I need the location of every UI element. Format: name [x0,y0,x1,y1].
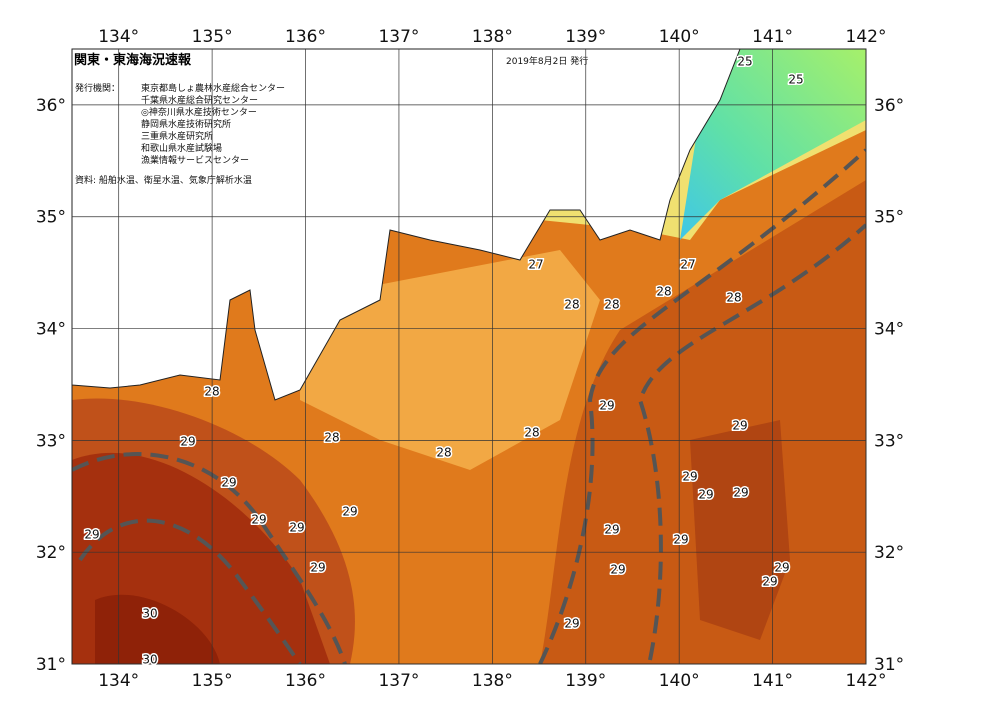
lat-label-right: 34° [874,320,904,340]
lon-label-top: 141° [752,27,793,47]
contour-label: 29 [180,435,195,449]
lat-label-left: 31° [36,655,66,675]
contour-label: 29 [762,575,777,589]
lon-label-bottom: 136° [285,671,326,691]
contour-label: 29 [342,505,357,519]
issuer: 漁業情報サービスセンター [141,154,249,166]
source: 資料: 船舶水温、衛星水温、気象庁解析水温 [75,174,252,186]
contour-label: 25 [788,73,803,87]
lon-label-bottom: 139° [565,671,606,691]
issuer: 和歌山県水産試験場 [141,142,222,154]
date: 2019年8月2日 発行 [506,55,588,67]
lat-label-right: 36° [874,96,904,116]
lon-label-bottom: 135° [192,671,233,691]
contour-label: 28 [726,291,741,305]
lon-label-bottom: 140° [659,671,700,691]
contour-label: 28 [324,431,339,445]
contour-label: 29 [673,533,688,547]
contour-label: 29 [610,563,625,577]
contour-label: 29 [698,488,713,502]
contour-label: 29 [682,470,697,484]
contour-label: 28 [204,385,219,399]
contour-label: 29 [604,523,619,537]
lat-label-right: 35° [874,208,904,228]
issuer: 東京都島しょ農林水産総合センター [141,82,285,94]
contour-label: 29 [289,521,304,535]
land [72,49,741,401]
contour-label: 30 [142,653,157,667]
lon-label-top: 136° [285,27,326,47]
issuer-label: 発行機関： [75,82,120,94]
lat-label-left: 34° [36,320,66,340]
title: 関東・東海海況速報 [74,52,192,68]
lon-label-top: 139° [565,27,606,47]
lon-label-bottom: 134° [98,671,139,691]
contour-label: 25 [737,55,752,69]
lat-label-right: 33° [874,431,904,451]
lon-label-bottom: 142° [846,671,887,691]
contour-label: 28 [524,426,539,440]
issuer: 静岡県水産技術研究所 [141,118,231,130]
lat-label-left: 35° [36,208,66,228]
contour-label: 28 [564,298,579,312]
contour-label: 29 [251,513,266,527]
issuer: ◎神奈川県水産技術センター [141,106,257,118]
warm-core [95,594,220,664]
contour-label: 29 [733,486,748,500]
contour-label: 28 [656,285,671,299]
lon-label-top: 137° [378,27,419,47]
issuer: 千葉県水産総合研究センター [141,94,258,106]
lat-label-left: 36° [36,96,66,116]
sea-layers [72,49,866,664]
lon-label-top: 134° [98,27,139,47]
lon-label-bottom: 137° [378,671,419,691]
warm-zone [690,420,790,640]
lat-label-right: 32° [874,543,904,563]
contour-label: 29 [310,561,325,575]
contour-label: 29 [221,476,236,490]
contour-label: 27 [680,258,695,272]
contour-label: 29 [84,528,99,542]
lat-label-left: 32° [36,543,66,563]
lon-label-top: 140° [659,27,700,47]
lon-label-top: 135° [192,27,233,47]
coastal-water [300,250,600,470]
cool-water [680,49,866,240]
lon-label-top: 138° [472,27,513,47]
lon-label-bottom: 138° [472,671,513,691]
lat-label-left: 33° [36,431,66,451]
contour-label: 29 [564,617,579,631]
contour-label: 27 [528,258,543,272]
contour-label: 28 [604,298,619,312]
contour-label: 29 [732,419,747,433]
contour-label: 29 [599,399,614,413]
lon-label-bottom: 141° [752,671,793,691]
contour-label: 30 [142,607,157,621]
issuer: 三重県水産研究所 [141,130,213,142]
contour-label: 28 [436,446,451,460]
lon-label-top: 142° [846,27,887,47]
contour-label: 29 [774,561,789,575]
lat-label-right: 31° [874,655,904,675]
